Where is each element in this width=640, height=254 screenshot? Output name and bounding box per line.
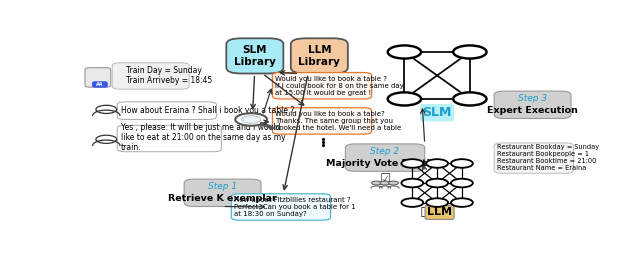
Text: Step 3: Step 3 — [518, 94, 547, 103]
Circle shape — [380, 181, 390, 185]
Circle shape — [401, 198, 423, 207]
Circle shape — [451, 198, 473, 207]
Text: Yes , please. It will be just me and i would
like to eat at 21:00 on the same da: Yes , please. It will be just me and i w… — [121, 123, 286, 152]
Text: AA: AA — [96, 82, 104, 87]
Circle shape — [96, 105, 116, 114]
Text: 💡: 💡 — [420, 207, 427, 217]
Circle shape — [388, 92, 421, 105]
FancyBboxPatch shape — [231, 194, 330, 220]
FancyBboxPatch shape — [346, 144, 425, 171]
Text: ☑: ☑ — [380, 173, 390, 186]
Circle shape — [388, 181, 399, 185]
FancyBboxPatch shape — [227, 38, 284, 73]
FancyBboxPatch shape — [273, 108, 372, 134]
FancyBboxPatch shape — [85, 68, 111, 87]
Text: Step 1: Step 1 — [208, 182, 237, 191]
Text: SLM: SLM — [422, 106, 452, 119]
Text: How about Fitzbillies restaurant ?
Perfect. Can you book a table for 1
at 18:30 : How about Fitzbillies restaurant ? Perfe… — [234, 197, 355, 217]
Circle shape — [96, 135, 116, 144]
Circle shape — [236, 113, 267, 126]
Text: Train Day = Sunday
Train Arriveby = 18:45: Train Day = Sunday Train Arriveby = 18:4… — [126, 66, 212, 85]
FancyBboxPatch shape — [184, 179, 261, 207]
Circle shape — [453, 45, 486, 59]
Circle shape — [426, 159, 448, 168]
Text: Step 2: Step 2 — [371, 147, 399, 156]
FancyBboxPatch shape — [117, 125, 221, 152]
FancyBboxPatch shape — [291, 38, 348, 73]
Text: Retrieve K exemplar: Retrieve K exemplar — [168, 194, 277, 203]
Text: Would you like to book a table?
Thanks. The same group that you
booked the hotel: Would you like to book a table? Thanks. … — [275, 111, 401, 131]
Circle shape — [451, 179, 473, 187]
Circle shape — [426, 198, 448, 207]
Circle shape — [241, 116, 260, 123]
Circle shape — [401, 179, 423, 187]
Text: LLM
Library: LLM Library — [298, 45, 340, 67]
FancyBboxPatch shape — [117, 102, 216, 119]
Text: Expert Execution: Expert Execution — [487, 106, 578, 115]
FancyBboxPatch shape — [92, 82, 108, 87]
Text: SLM
Library: SLM Library — [234, 45, 276, 67]
FancyBboxPatch shape — [494, 143, 573, 173]
FancyBboxPatch shape — [273, 73, 372, 99]
Circle shape — [388, 45, 421, 59]
Text: How about Eraina ? Shall i book you a table ?: How about Eraina ? Shall i book you a ta… — [121, 106, 294, 115]
Circle shape — [451, 159, 473, 168]
FancyBboxPatch shape — [494, 91, 571, 118]
Circle shape — [426, 179, 448, 187]
Circle shape — [372, 181, 381, 185]
Text: Majority Vote Routing: Majority Vote Routing — [326, 158, 444, 168]
FancyBboxPatch shape — [112, 63, 189, 89]
Text: LLM: LLM — [427, 207, 452, 217]
Circle shape — [401, 159, 423, 168]
Text: Would you like to book a table ?
If i could book for 8 on the same day
at 15:00 : Would you like to book a table ? If i co… — [275, 76, 404, 96]
Text: Restaurant Bookday = Sunday
Restaurant Bookpeople = 1
Restaurant Booktime = 21:0: Restaurant Bookday = Sunday Restaurant B… — [497, 145, 599, 171]
Circle shape — [453, 92, 486, 105]
